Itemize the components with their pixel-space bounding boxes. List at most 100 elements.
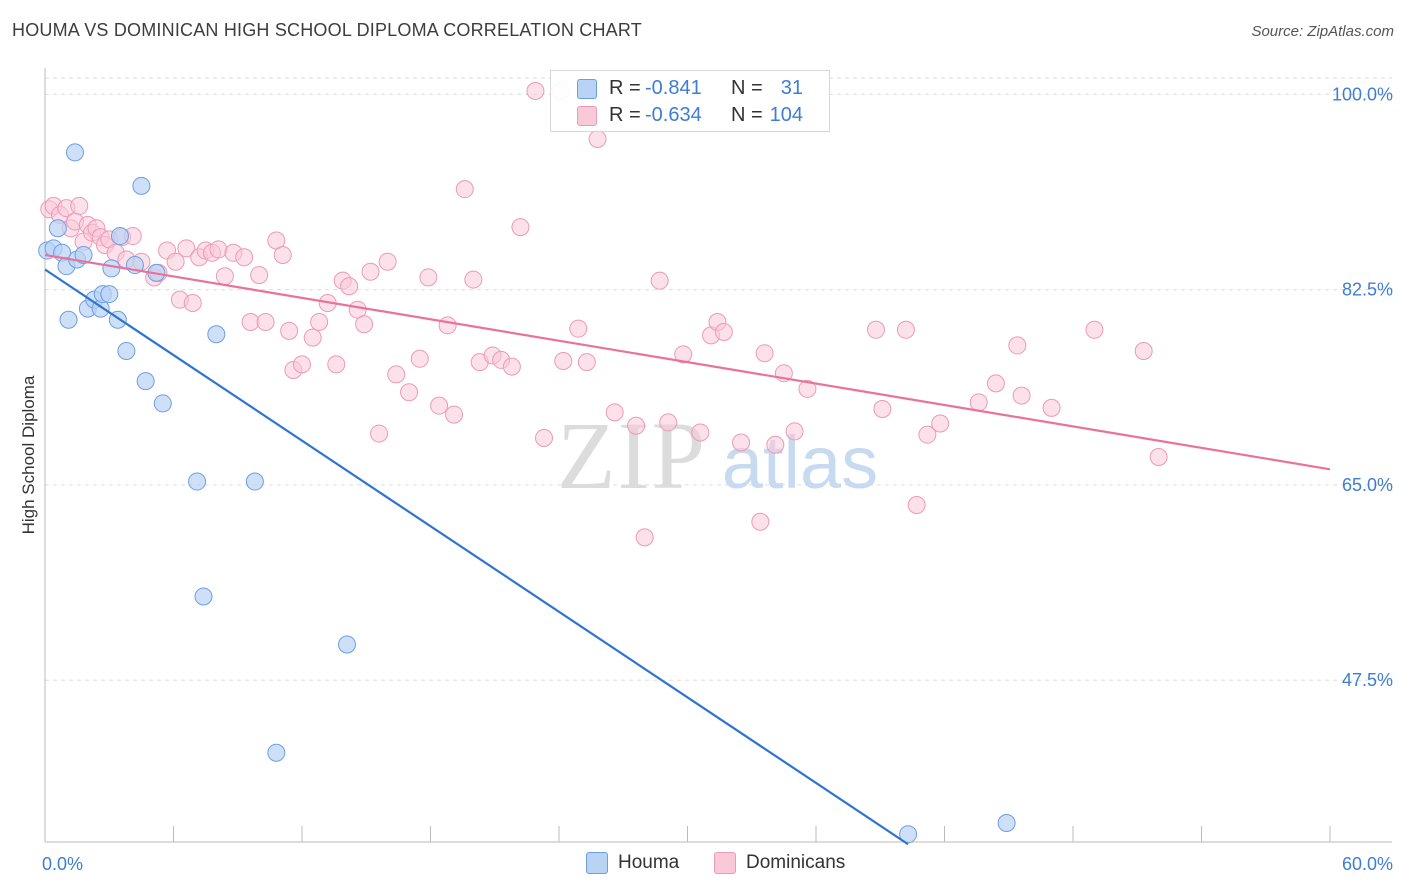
dominicans-point: [1042, 398, 1061, 417]
dominicans-point: [866, 320, 885, 339]
dominicans-point: [280, 321, 299, 340]
dominicans-point: [209, 240, 228, 259]
dominicans-point: [166, 252, 185, 271]
dominicans-r-label: R =: [609, 104, 641, 126]
houma-point: [65, 143, 84, 162]
dominicans-r-value: -0.634: [645, 104, 702, 126]
houma-point: [194, 587, 213, 606]
dominicans-point: [732, 433, 751, 452]
dominicans-point: [969, 393, 988, 412]
dominicans-point: [177, 239, 196, 258]
legend-item-dominicans[interactable]: Dominicans: [714, 852, 845, 874]
houma-point: [188, 472, 207, 491]
y-tick-label: 82.5%: [1342, 280, 1393, 300]
stats-legend: R = -0.841 N = 31 R = -0.634 N = 104: [550, 70, 830, 132]
houma-point: [100, 285, 119, 304]
y-tick-label: 100.0%: [1332, 84, 1393, 104]
dominicans-point: [873, 400, 892, 419]
houma-point: [997, 814, 1016, 833]
dominicans-point: [445, 405, 464, 424]
y-tick-label: 47.5%: [1342, 670, 1393, 690]
dominicans-point: [659, 413, 678, 432]
houma-point: [102, 259, 121, 278]
series-legend: Houma Dominicans: [0, 852, 1406, 878]
dominicans-point: [370, 424, 389, 443]
houma-point: [117, 341, 136, 360]
source-label: Source: ZipAtlas.com: [1251, 23, 1394, 40]
houma-legend-label: Houma: [618, 852, 680, 873]
dominicans-point: [502, 357, 521, 376]
houma-point: [110, 227, 129, 246]
dominicans-point: [256, 312, 275, 331]
dominicans-point: [627, 416, 646, 435]
dominicans-point: [588, 129, 607, 148]
houma-point: [207, 325, 226, 344]
dominicans-point: [907, 495, 926, 514]
dominicans-point: [438, 316, 457, 335]
dominicans-point: [554, 352, 573, 371]
houma-point: [59, 310, 78, 329]
dominicans-point: [183, 294, 202, 312]
houma-point: [267, 743, 286, 762]
dominicans-swatch: [577, 106, 597, 126]
houma-point: [132, 176, 151, 195]
dominicans-point: [419, 268, 438, 287]
legend-item-houma[interactable]: Houma: [586, 852, 679, 874]
dominicans-point: [455, 180, 474, 199]
houma-swatch: [577, 79, 597, 99]
trend-lines: [44, 253, 1331, 846]
houma-legend-swatch: [586, 852, 608, 874]
dominicans-point: [1012, 386, 1031, 405]
y-axis-label: High School Diploma: [19, 375, 38, 534]
dominicans-point: [327, 355, 346, 374]
dominicans-legend-swatch: [714, 852, 736, 874]
houma-n-label: N =: [731, 77, 763, 99]
dominicans-point: [751, 512, 770, 531]
x-tick-label: 0.0%: [42, 854, 83, 874]
dominicans-point: [410, 349, 429, 368]
dominicans-point: [293, 355, 311, 374]
dominicans-point: [1134, 341, 1153, 360]
dominicans-point: [273, 246, 292, 265]
dominicans-point: [896, 320, 915, 339]
legend-row-houma: R = -0.841 N = 31: [551, 75, 829, 101]
houma-n-value: 31: [780, 77, 803, 99]
dominicans-point: [215, 267, 234, 286]
dominicans-n-label: N =: [731, 104, 763, 126]
dominicans-point: [526, 81, 545, 100]
dominicans-point: [605, 403, 624, 422]
dominicans-point: [241, 312, 260, 331]
dominicans-point: [511, 218, 530, 237]
dominicans-point: [1085, 320, 1104, 339]
x-tick-label: 60.0%: [1342, 854, 1393, 874]
dominicans-trend-line: [44, 253, 1331, 471]
houma-trend-line: [44, 268, 909, 846]
dominicans-point: [464, 270, 483, 289]
dominicans-point: [250, 266, 269, 285]
dominicans-point: [387, 365, 406, 384]
houma-r-value: -0.841: [645, 77, 702, 99]
houma-r-label: R =: [609, 77, 641, 99]
dominicans-point: [650, 271, 669, 290]
dominicans-point: [931, 414, 950, 433]
dominicans-point: [400, 383, 419, 402]
dominicans-point: [361, 262, 380, 281]
dominicans-point: [785, 422, 804, 441]
y-tick-labels: 100.0% 82.5% 65.0% 47.5%: [1332, 84, 1393, 690]
dominicans-point: [340, 277, 359, 296]
dominicans-point: [577, 353, 596, 372]
dominicans-point: [569, 319, 588, 338]
chart-title: HOUMA VS DOMINICAN HIGH SCHOOL DIPLOMA C…: [12, 20, 642, 40]
dominicans-point: [986, 374, 1005, 393]
dominicans-point: [691, 423, 710, 442]
dominicans-point: [535, 429, 554, 448]
houma-point: [337, 635, 356, 654]
houma-point: [74, 246, 93, 265]
legend-row-dominicans: R = -0.634 N = 104: [551, 102, 829, 128]
houma-point: [136, 372, 155, 391]
dominicans-point: [766, 435, 785, 454]
dominicans-point: [755, 344, 774, 363]
grid-lines: [45, 77, 1392, 681]
dominicans-point: [674, 345, 693, 364]
